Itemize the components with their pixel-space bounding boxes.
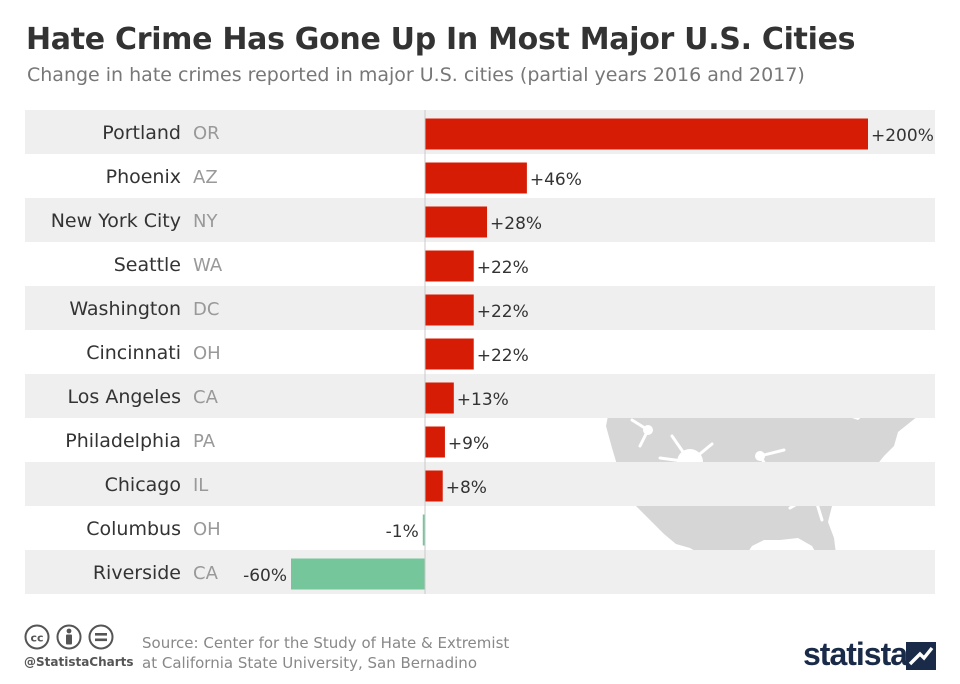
svg-text:cc: cc [30, 632, 43, 645]
chart-subtitle: Change in hate crimes reported in major … [27, 64, 805, 86]
no-derivatives-icon [88, 624, 114, 650]
data-label: +22% [477, 346, 529, 366]
statista-logo-icon [906, 642, 936, 670]
row-band [25, 462, 935, 506]
bar [425, 426, 445, 458]
attribution-icon [56, 624, 82, 650]
category-label-city: Seattle [114, 254, 181, 276]
bar [425, 338, 474, 370]
bar [425, 206, 488, 238]
statista-logo: statista [803, 636, 908, 672]
category-label-state: PA [193, 431, 216, 452]
data-label: +9% [448, 434, 489, 454]
license-icons: cc [24, 624, 114, 650]
category-label-state: IL [193, 475, 208, 496]
data-label: +8% [446, 478, 487, 498]
bar [425, 294, 474, 326]
data-label: +22% [477, 302, 529, 322]
category-label-state: NY [193, 211, 218, 232]
bar [291, 558, 425, 590]
category-label-city: New York City [51, 210, 181, 232]
category-label-city: Chicago [105, 474, 181, 496]
bar [425, 250, 474, 282]
data-label: +13% [457, 390, 509, 410]
category-label-state: AZ [193, 167, 218, 188]
source-line-1: Source: Center for the Study of Hate & E… [142, 634, 510, 652]
cc-icon: cc [24, 624, 50, 650]
chart-title: Hate Crime Has Gone Up In Most Major U.S… [26, 22, 856, 57]
bar [425, 162, 527, 194]
category-label-state: OH [193, 343, 221, 364]
category-label-city: Washington [69, 298, 181, 320]
category-label-city: Los Angeles [68, 386, 181, 408]
category-label-state: DC [193, 299, 219, 320]
category-label-city: Philadelphia [65, 430, 181, 452]
category-label-state: OR [193, 123, 220, 144]
bar [425, 470, 443, 502]
data-label: -1% [386, 522, 419, 542]
category-label-city: Columbus [86, 518, 181, 540]
category-label-state: WA [193, 255, 223, 276]
bar [425, 118, 868, 150]
data-label: -60% [243, 566, 287, 586]
category-label-state: CA [193, 563, 219, 584]
row-band [25, 374, 935, 418]
data-label: +28% [490, 214, 542, 234]
category-label-city: Riverside [93, 562, 181, 584]
row-band [25, 550, 935, 594]
data-label: +200% [871, 126, 934, 146]
row-band [25, 286, 935, 330]
source-note: Source: Center for the Study of Hate & E… [142, 633, 582, 673]
category-label-state: CA [193, 387, 219, 408]
data-label: +22% [477, 258, 529, 278]
category-label-state: OH [193, 519, 221, 540]
category-label-city: Phoenix [106, 166, 181, 188]
data-label: +46% [530, 170, 582, 190]
bar [425, 382, 454, 414]
bar [422, 514, 425, 546]
source-line-2: at California State University, San Bern… [142, 654, 477, 672]
category-label-city: Cincinnati [86, 342, 181, 364]
category-label-city: Portland [102, 122, 181, 144]
twitter-handle: @StatistaCharts [24, 655, 134, 669]
